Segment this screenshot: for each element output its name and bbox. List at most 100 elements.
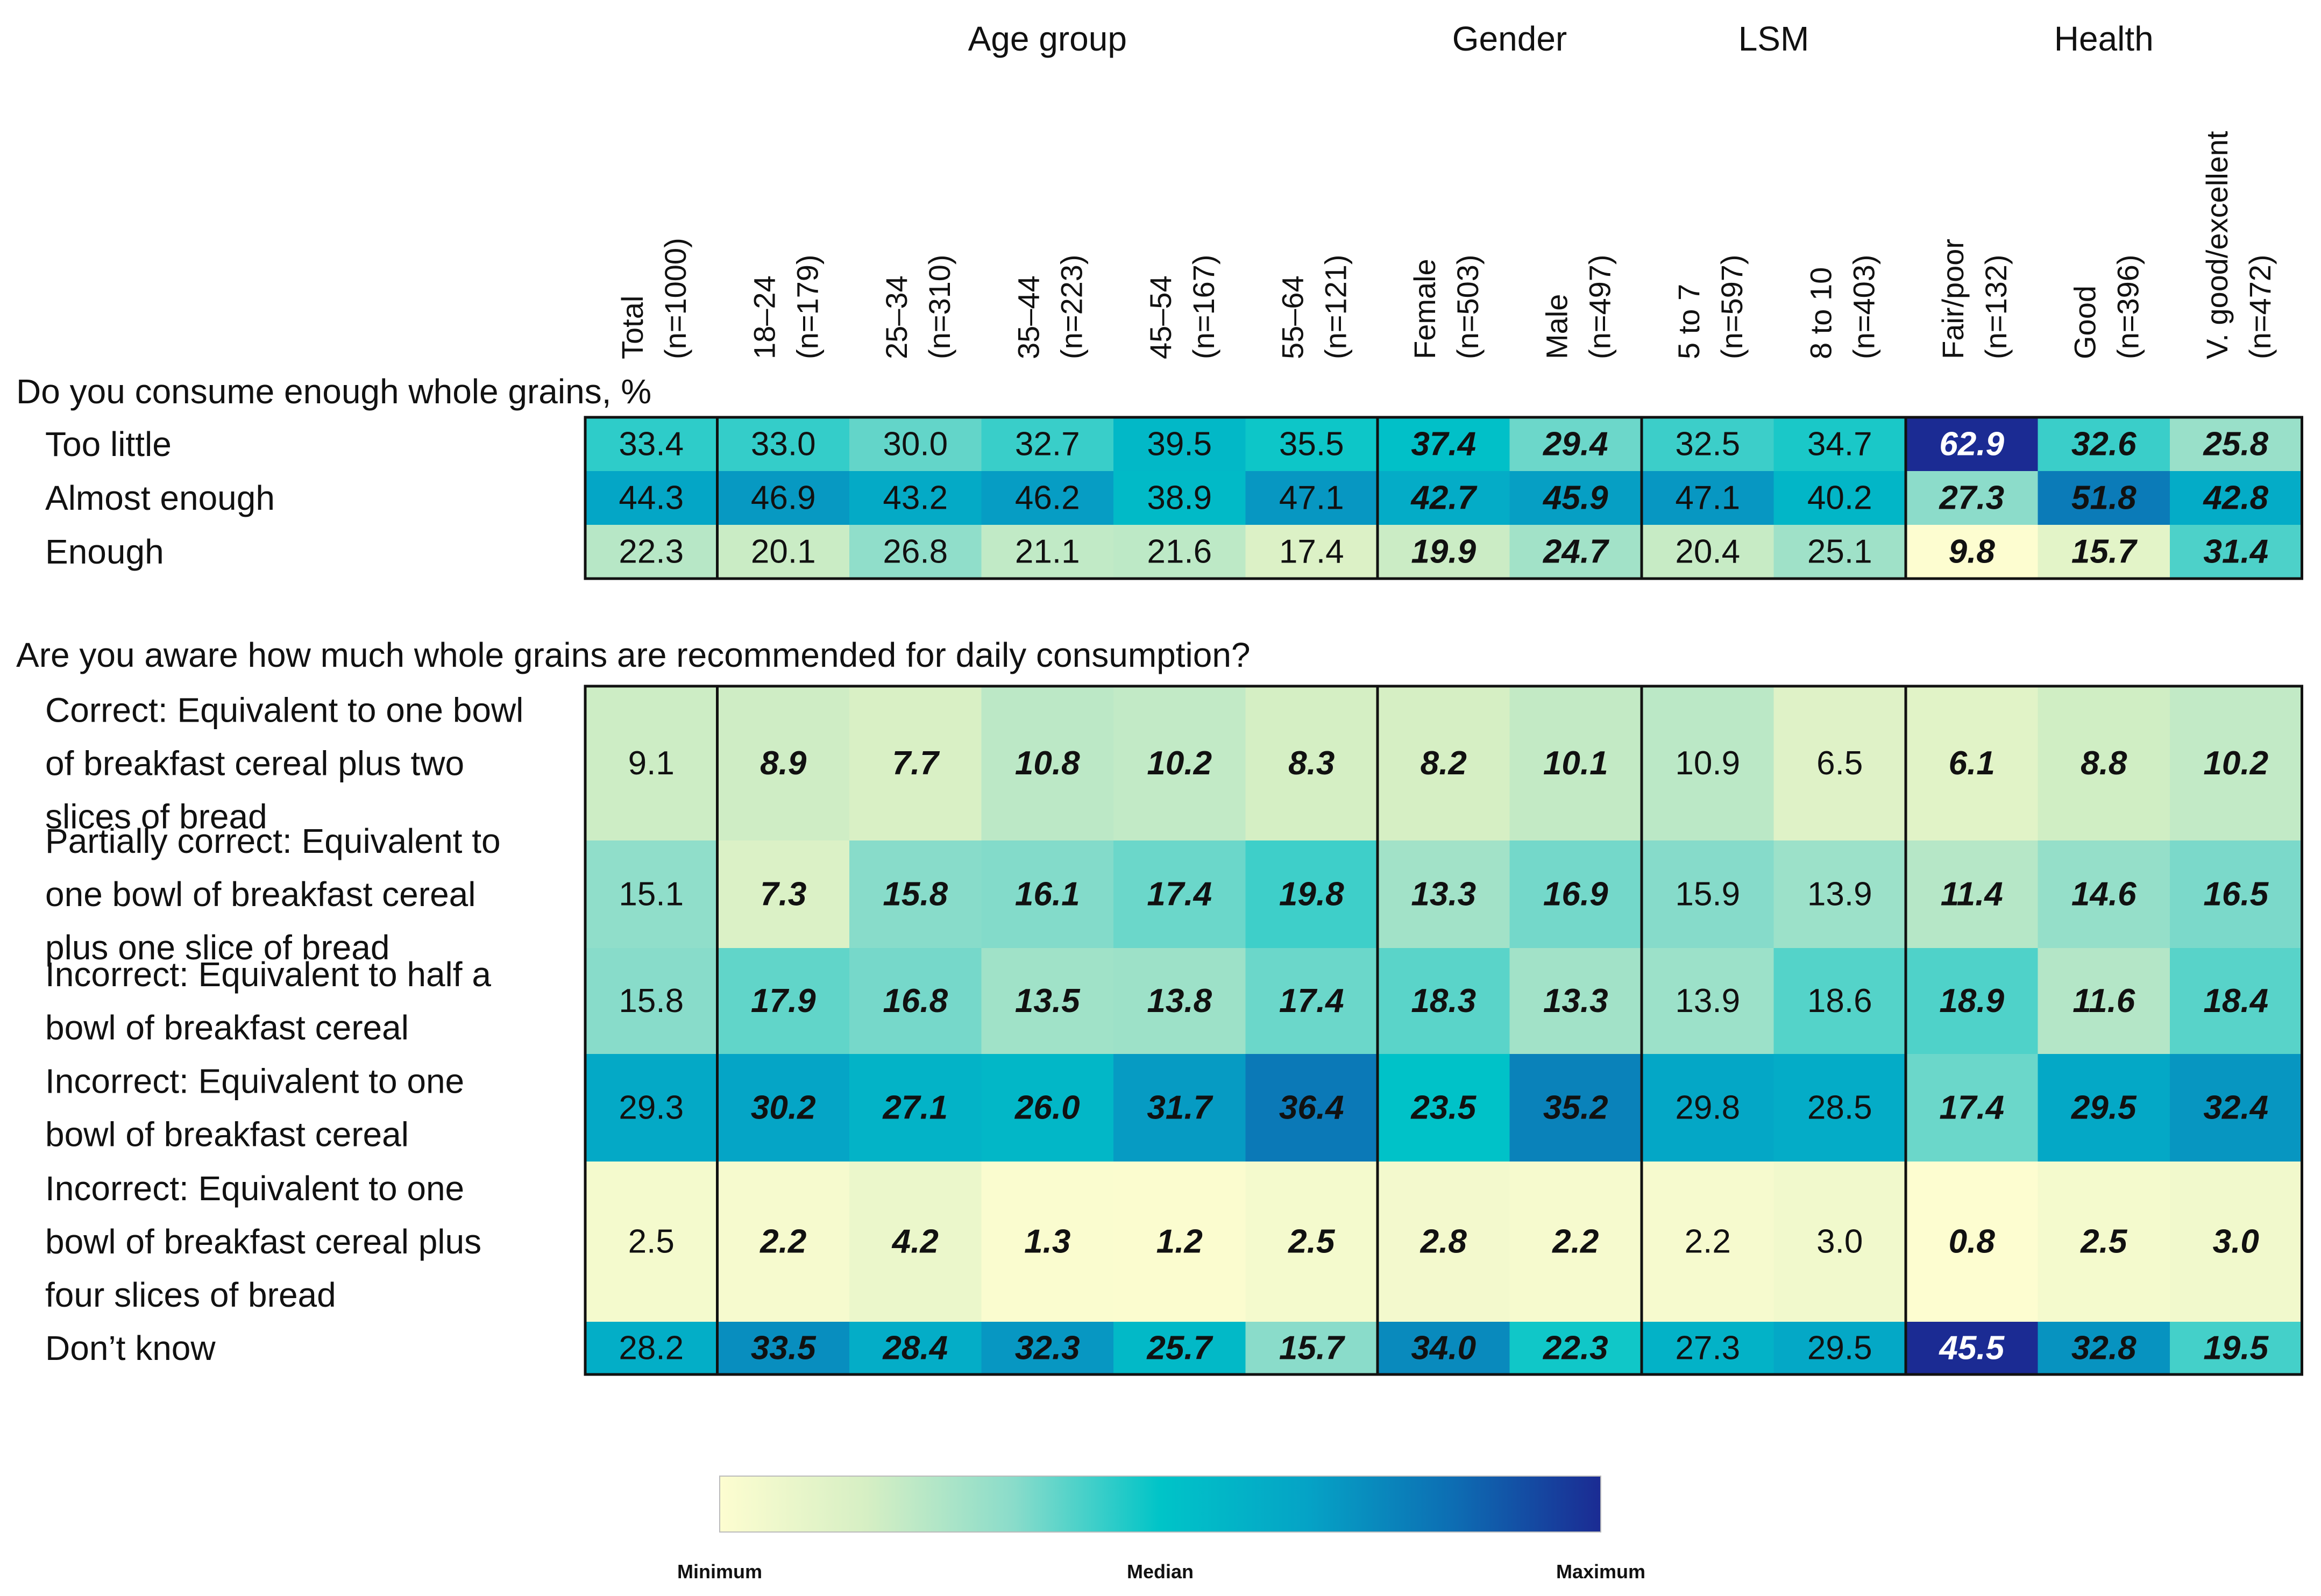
heatmap-cell (1245, 417, 1378, 472)
heatmap-cell (1509, 840, 1642, 949)
cell-value: 9.1 (628, 745, 675, 782)
heatmap-cell (1245, 948, 1378, 1054)
heatmap-cell (585, 525, 718, 579)
heatmap-cell (2170, 1054, 2302, 1162)
column-n-label: (n=396) (2111, 254, 2145, 359)
cell-value: 28.2 (619, 1330, 684, 1367)
heatmap-cell (585, 840, 718, 949)
column-group-label: LSM (1738, 19, 1809, 58)
cell-value: 15.8 (883, 876, 948, 913)
cell-value: 33.5 (751, 1330, 817, 1367)
heatmap-cell (585, 1054, 718, 1162)
section-border (584, 416, 2303, 580)
heatmap-cell (2170, 417, 2302, 472)
heatmap-cell (1906, 948, 2038, 1054)
heatmap-cell (1245, 1322, 1378, 1375)
heatmap-cell (585, 1322, 718, 1375)
heatmap-cell (1509, 1322, 1642, 1375)
table-section: Are you aware how much whole grains are … (16, 636, 2303, 1376)
heatmap-cell (2170, 1162, 2302, 1322)
heatmap-cell (1906, 1162, 2038, 1322)
heatmap-cell (849, 525, 982, 579)
heatmap-cell (1245, 1054, 1378, 1162)
cell-value: 1.2 (1156, 1223, 1203, 1260)
heatmap-cell (1509, 417, 1642, 472)
column-n-label: (n=132) (1979, 254, 2013, 359)
column-n-label: (n=223) (1054, 254, 1088, 359)
heatmap-cell (717, 1162, 850, 1322)
cell-value: 25.1 (1807, 533, 1872, 571)
row-label: Enough (45, 532, 164, 571)
heatmap-cell (1642, 686, 1774, 841)
cell-value: 40.2 (1807, 480, 1872, 517)
heatmap-cell (2170, 840, 2302, 949)
cell-value: 26.8 (883, 533, 948, 571)
cell-value: 19.9 (1411, 533, 1476, 571)
cell-value: 23.5 (1410, 1089, 1477, 1127)
heatmap-cell (1378, 525, 1510, 579)
heatmap-cell (1906, 840, 2038, 949)
heatmap-cell (1509, 1054, 1642, 1162)
heatmap-cell (849, 1162, 982, 1322)
heatmap-cell (849, 1054, 982, 1162)
column-label: 8 to 10 (1804, 267, 1837, 359)
heatmap-cell (981, 525, 1114, 579)
cell-value: 32.8 (2071, 1330, 2137, 1367)
heatmap-cell (1113, 417, 1246, 472)
heatmap-cell (2170, 525, 2302, 579)
heatmap-cell (717, 840, 850, 949)
cell-value: 37.4 (1411, 426, 1476, 463)
heatmap-cell (1245, 471, 1378, 525)
cell-value: 20.1 (751, 533, 816, 571)
cell-value: 13.9 (1675, 982, 1740, 1020)
cell-value: 44.3 (619, 480, 684, 517)
cell-value: 31.7 (1147, 1089, 1213, 1127)
cell-value: 35.2 (1543, 1089, 1608, 1127)
cell-value: 14.6 (2071, 876, 2137, 913)
cell-value: 1.3 (1024, 1223, 1070, 1260)
heatmap-cell (1773, 525, 1906, 579)
heatmap-cell (1509, 948, 1642, 1054)
cell-value: 4.2 (891, 1223, 939, 1260)
cell-value: 10.2 (1147, 745, 1212, 782)
cell-value: 42.8 (2202, 480, 2268, 517)
heatmap-cell (585, 471, 718, 525)
cell-value: 15.1 (619, 876, 684, 913)
cell-value: 2.8 (1420, 1223, 1467, 1260)
heatmap-cell (1113, 1322, 1246, 1375)
column-labels: Total (n=1000) 18–24 (n=179) 25–34 (n=310) 35–… (615, 131, 2277, 359)
cell-value: 2.2 (760, 1223, 806, 1260)
column-label: 35–44 (1011, 275, 1045, 359)
cell-value: 17.4 (1279, 982, 1344, 1020)
heatmap-cell (849, 417, 982, 472)
heatmap-cell (717, 1054, 850, 1162)
cell-value: 3.0 (2213, 1223, 2259, 1260)
section-title: Are you aware how much whole grains are … (16, 636, 1251, 674)
cell-value: 13.9 (1807, 876, 1872, 913)
heatmap-cell (1642, 1162, 1774, 1322)
cell-value: 27.3 (1675, 1330, 1740, 1367)
heatmap-cell (1113, 1162, 1246, 1322)
heatmap-cell (2038, 1054, 2170, 1162)
cell-value: 27.3 (1939, 480, 2004, 517)
heatmap-cell (981, 471, 1114, 525)
cell-value: 2.2 (1685, 1223, 1731, 1260)
cell-value: 36.4 (1279, 1089, 1344, 1127)
cell-value: 11.6 (2072, 982, 2135, 1020)
heatmap-cell (2038, 1162, 2170, 1322)
heatmap-cell (1773, 1162, 1906, 1322)
cell-value: 16.8 (883, 982, 948, 1020)
cell-value: 29.8 (1675, 1089, 1740, 1127)
column-label: Total (615, 296, 649, 359)
heatmap-cell (849, 840, 982, 949)
heatmap-cell (1642, 471, 1774, 525)
cell-value: 28.4 (882, 1330, 948, 1367)
heatmap-cell (1773, 948, 1906, 1054)
cell-value: 29.3 (619, 1089, 684, 1127)
heatmap-cell (1773, 471, 1906, 525)
heatmap-cell (1773, 1054, 1906, 1162)
cell-value: 8.2 (1421, 745, 1467, 782)
heatmap-cell (1378, 948, 1510, 1054)
row-label: Incorrect: Equivalent to half a (45, 955, 491, 994)
